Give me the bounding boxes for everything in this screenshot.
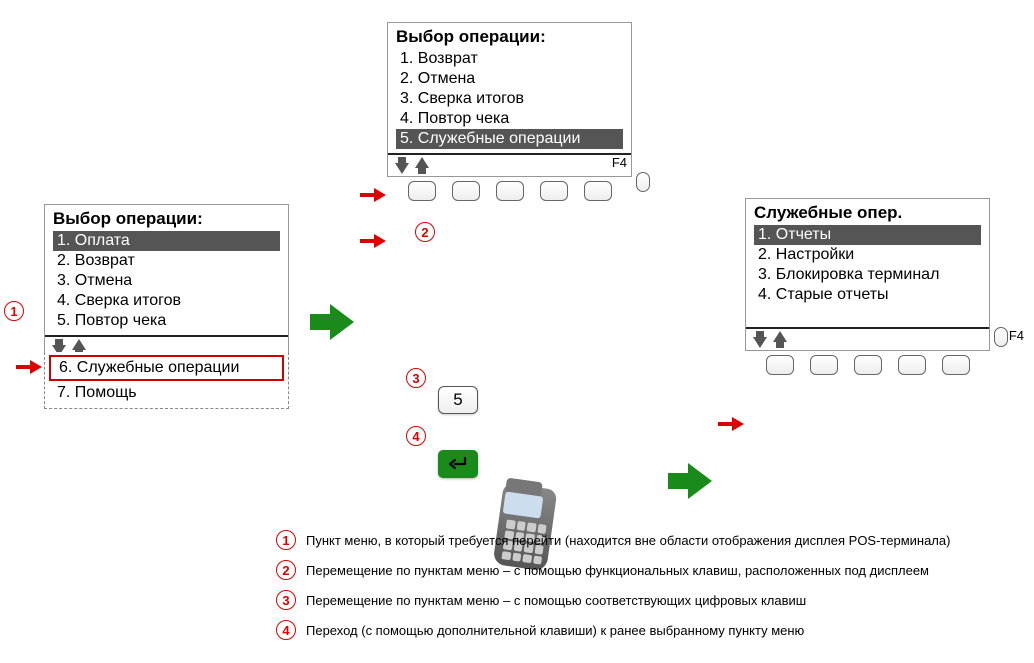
softkey[interactable]: [452, 181, 480, 201]
menu-item: 4. Повтор чека: [396, 109, 623, 129]
screen-1-title: Выбор операции:: [53, 209, 280, 229]
menu-item: 1. Отчеты: [754, 225, 981, 245]
f4-label: F4: [612, 155, 627, 170]
screen-3-title: Служебные опер.: [754, 203, 981, 223]
red-arrow-icon: [360, 234, 388, 248]
arrow-down-up-icon: [392, 157, 432, 174]
menu-item: 3. Отмена: [53, 271, 280, 291]
legend-text: Пункт меню, в который требуется перейти …: [306, 533, 950, 548]
f4-label: F4: [1009, 328, 1024, 343]
red-arrow-icon: [718, 417, 746, 431]
menu-item: 1. Оплата: [53, 231, 280, 251]
legend-marker: 3: [276, 590, 296, 610]
legend-text: Перемещение по пунктам меню – с помощью …: [306, 593, 806, 608]
menu-item: 1. Возврат: [396, 49, 623, 69]
menu-item: 2. Настройки: [754, 245, 981, 265]
softkey-row: [387, 181, 632, 201]
menu-item: 3. Сверка итогов: [396, 89, 623, 109]
softkey[interactable]: [942, 355, 970, 375]
legend-marker: 4: [276, 620, 296, 640]
flow-arrow-icon: [310, 304, 354, 340]
softkey[interactable]: [540, 181, 568, 201]
screen-2-title: Выбор операции:: [396, 27, 623, 47]
legend-row: 1 Пункт меню, в который требуется перейт…: [276, 530, 1016, 550]
legend-row: 3 Перемещение по пунктам меню – с помощь…: [276, 590, 1016, 610]
legend-text: Перемещение по пунктам меню – с помощью …: [306, 563, 929, 578]
legend-marker: 2: [276, 560, 296, 580]
screen-3-container: Служебные опер. 1. Отчеты 2. Настройки 3…: [745, 198, 990, 375]
legend-row: 2 Перемещение по пунктам меню – с помощь…: [276, 560, 1016, 580]
red-arrow-icon: [16, 360, 44, 374]
f4-key[interactable]: [994, 327, 1008, 347]
menu-item: 7. Помощь: [45, 382, 288, 404]
legend-marker: 1: [276, 530, 296, 550]
marker-2: 2: [415, 222, 435, 242]
red-arrow-icon: [360, 188, 388, 202]
menu-item: 3. Блокировка терминал: [754, 265, 981, 285]
menu-item: 2. Возврат: [53, 251, 280, 271]
numkey-5[interactable]: 5: [438, 386, 478, 414]
marker-1: 1: [4, 301, 24, 321]
enter-icon: [447, 456, 469, 472]
marker-3: 3: [406, 368, 426, 388]
menu-item: 4. Сверка итогов: [53, 291, 280, 311]
softkey[interactable]: [496, 181, 524, 201]
menu-item-target: 6. Служебные операции: [49, 355, 284, 381]
legend-row: 4 Переход (с помощью дополнительной клав…: [276, 620, 1016, 640]
marker-4: 4: [406, 426, 426, 446]
softkey[interactable]: [854, 355, 882, 375]
enter-key[interactable]: [438, 450, 478, 478]
softkey[interactable]: [766, 355, 794, 375]
arrow-down-up-icon: [750, 331, 790, 348]
menu-item: 5. Повтор чека: [53, 311, 280, 331]
legend: 1 Пункт меню, в который требуется перейт…: [276, 530, 1016, 650]
menu-item: 2. Отмена: [396, 69, 623, 89]
softkey-row: [745, 355, 990, 375]
softkey[interactable]: [898, 355, 926, 375]
legend-text: Переход (с помощью дополнительной клавиш…: [306, 623, 804, 638]
screen-1: Выбор операции: 1. Оплата 2. Возврат 3. …: [44, 204, 289, 359]
softkey[interactable]: [408, 181, 436, 201]
softkey[interactable]: [584, 181, 612, 201]
menu-item: 5. Служебные операции: [396, 129, 623, 149]
menu-item: 4. Старые отчеты: [754, 285, 981, 305]
screen-2: Выбор операции: 1. Возврат 2. Отмена 3. …: [387, 22, 632, 177]
flow-arrow-icon: [668, 463, 712, 499]
screen-2-container: Выбор операции: 1. Возврат 2. Отмена 3. …: [387, 22, 632, 201]
softkey[interactable]: [810, 355, 838, 375]
screen-3: Служебные опер. 1. Отчеты 2. Настройки 3…: [745, 198, 990, 351]
screen-1-extension: 6. Служебные операции 7. Помощь: [44, 352, 289, 409]
f4-key[interactable]: [636, 172, 650, 192]
